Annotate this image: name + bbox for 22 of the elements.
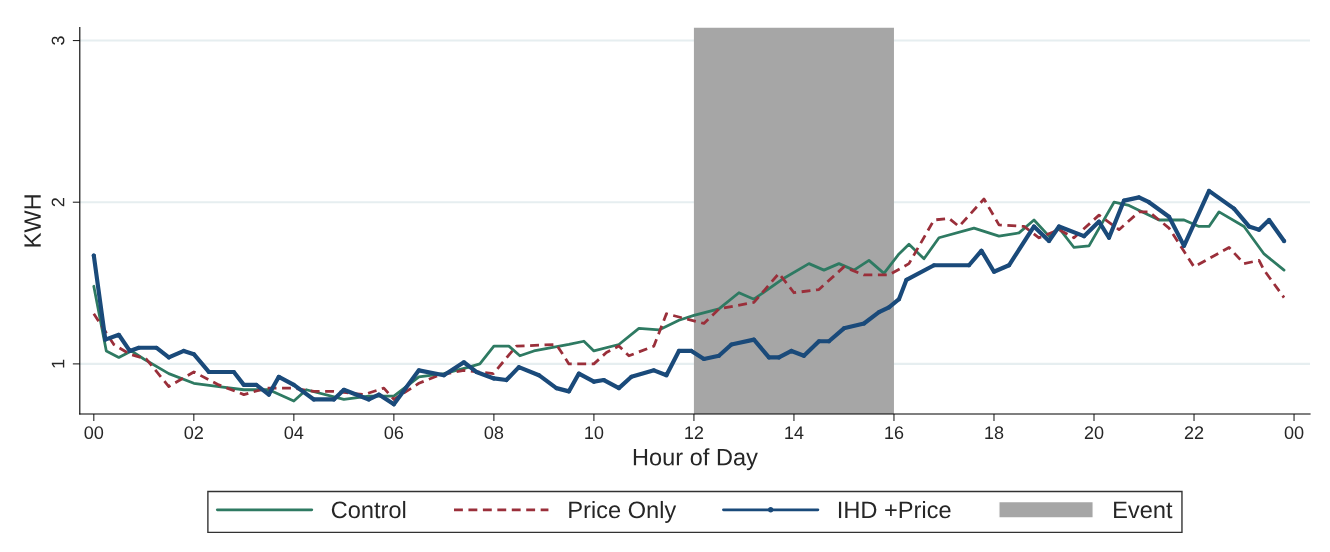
x-tick-label: 20 (1084, 426, 1104, 440)
x-axis-title: Hour of Day (633, 448, 758, 471)
legend-label: IHD +Price (838, 500, 951, 519)
x-tick-label: 18 (985, 426, 1004, 440)
legend-label: Control (331, 500, 406, 519)
legend-label: Price Only (569, 500, 677, 523)
y-tick-label: 2 (51, 198, 65, 207)
legend-label: Event (1114, 501, 1173, 519)
x-tick-label: 04 (284, 426, 304, 440)
x-tick-label: 02 (184, 426, 203, 440)
y-tick-label: 1 (51, 359, 65, 368)
y-axis-title: KWH (24, 195, 41, 247)
x-tick-label: 06 (384, 426, 404, 440)
x-tick-label: 00 (84, 426, 104, 440)
x-tick-label: 22 (1184, 426, 1204, 439)
x-tick-label: 14 (785, 426, 804, 439)
x-tick-label: 16 (885, 426, 904, 440)
x-tick-label: 00 (1284, 426, 1304, 440)
x-tick-label: 10 (585, 426, 604, 440)
x-tick-label: 12 (685, 426, 704, 439)
y-tick-label: 3 (51, 36, 65, 45)
x-tick-label: 08 (484, 426, 504, 440)
